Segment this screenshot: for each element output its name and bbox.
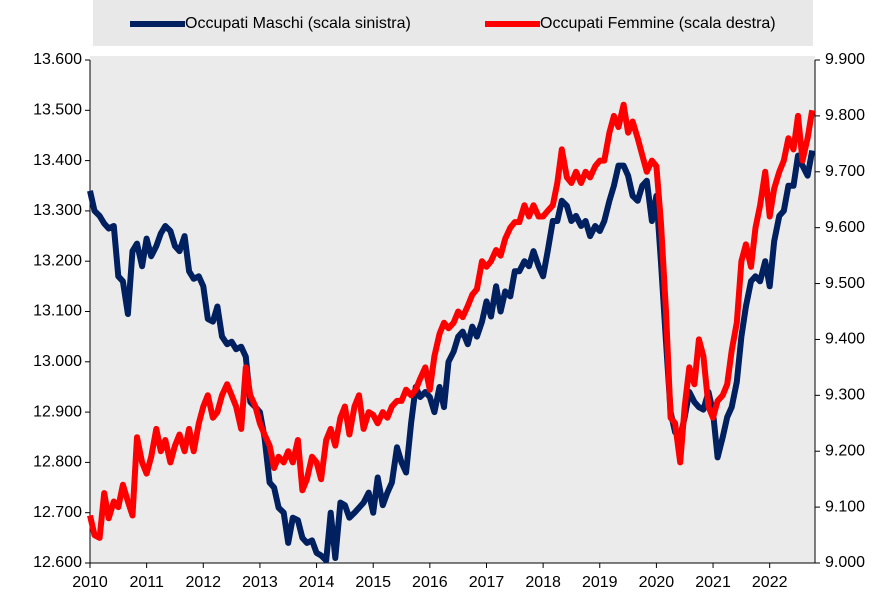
y-tick-label: 12.700 [33,504,82,521]
series-line [87,101,816,541]
y-tick-label: 13.500 [33,102,82,119]
x-tick-label: 2022 [752,574,788,591]
y-tick-label: 12.600 [33,554,82,571]
legend-box [93,0,813,46]
y-tick-label: 13.200 [33,252,82,269]
series-line [87,149,816,564]
x-tick-label: 2021 [695,574,731,591]
y-tick-label: 12.900 [33,403,82,420]
x-tick-label: 2011 [129,574,164,591]
x-tick-label: 2017 [469,574,505,591]
x-tick-label: 2014 [299,574,335,591]
x-tick-label: 2016 [412,574,448,591]
x-tick-label: 2019 [582,574,618,591]
y2-tick-label: 9.700 [825,163,865,180]
y-tick-label: 13.600 [33,51,82,68]
y-tick-label: 13.000 [33,353,82,370]
x-tick-label: 2020 [639,574,675,591]
x-tick-label: 2012 [185,574,221,591]
y2-tick-label: 9.900 [825,51,865,68]
x-tick-label: 2013 [242,574,278,591]
y2-tick-label: 9.400 [825,331,865,348]
plot-area [90,56,815,563]
y2-tick-label: 9.000 [825,554,865,571]
y-tick-label: 13.400 [33,152,82,169]
legend-label: Occupati Maschi (scala sinistra) [185,15,411,32]
y2-tick-label: 9.100 [825,498,865,515]
y2-tick-label: 9.800 [825,107,865,124]
x-tick-label: 2015 [355,574,391,591]
y2-tick-label: 9.600 [825,219,865,236]
y2-tick-label: 9.200 [825,442,865,459]
y-tick-label: 13.300 [33,202,82,219]
y2-tick-label: 9.300 [825,387,865,404]
x-tick-label: 2010 [72,574,108,591]
legend-label: Occupati Femmine (scala destra) [540,15,776,32]
y-tick-label: 13.100 [33,303,82,320]
y-tick-label: 12.800 [33,454,82,471]
y2-tick-label: 9.500 [825,275,865,292]
x-tick-label: 2018 [525,574,561,591]
